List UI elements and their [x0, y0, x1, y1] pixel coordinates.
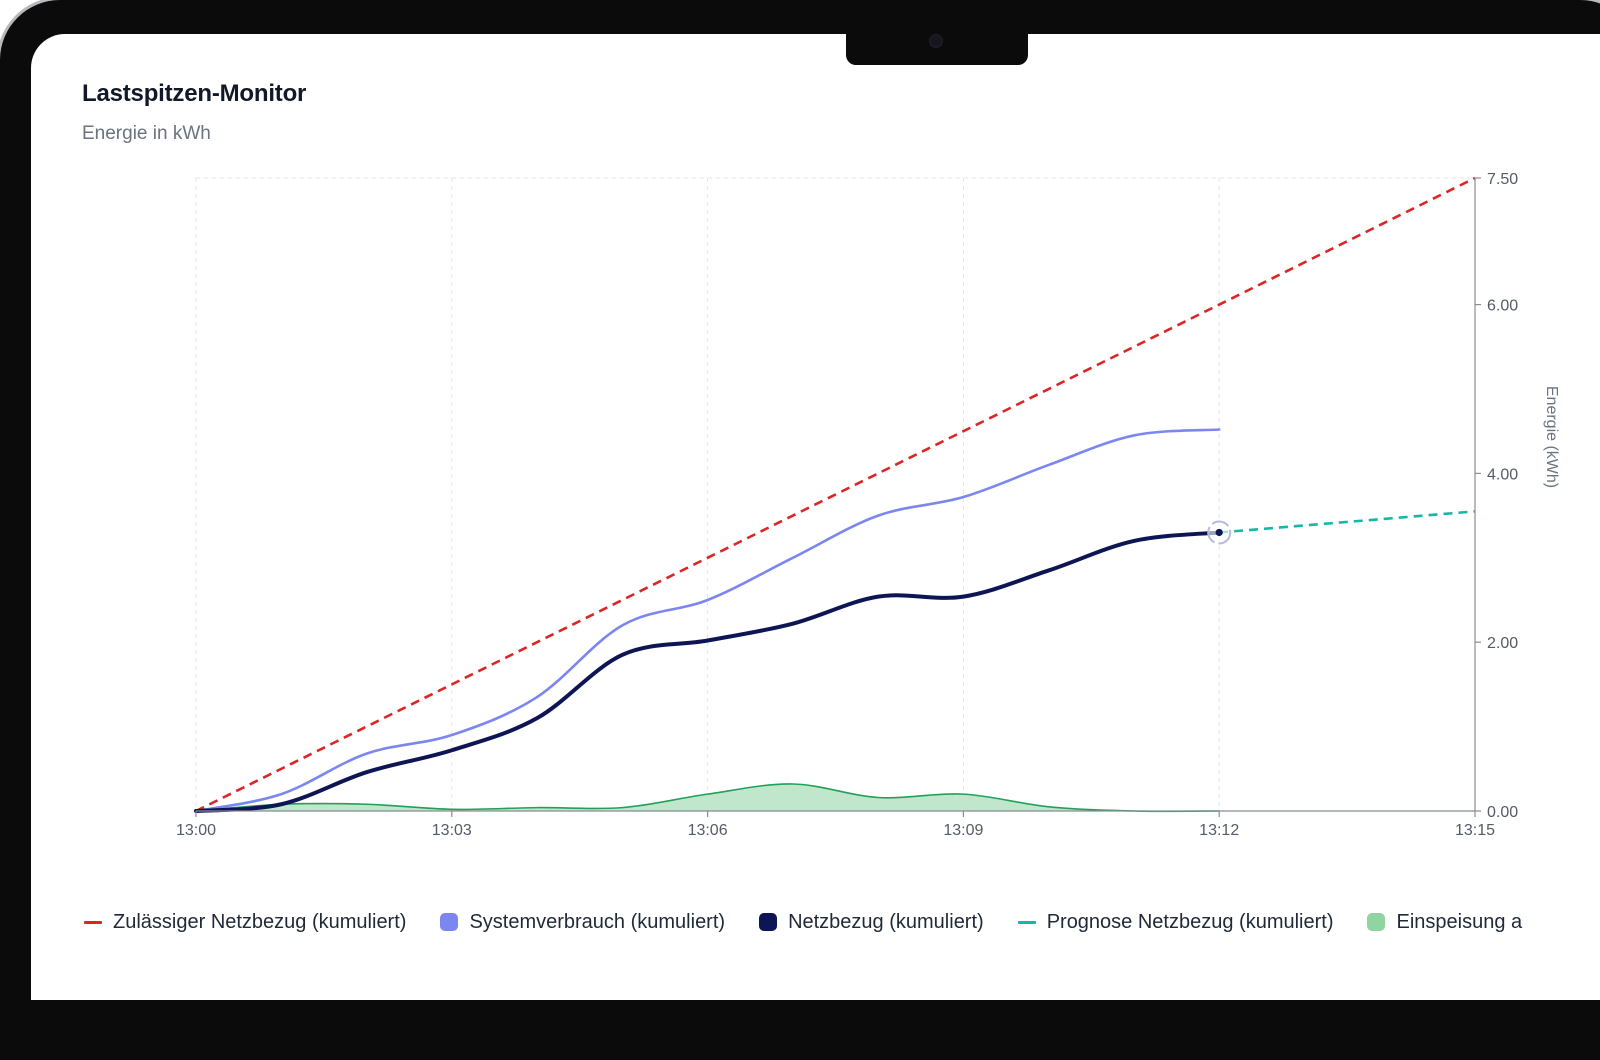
grid [195, 177, 1475, 811]
legend-label: Systemverbrauch (kumuliert) [469, 910, 726, 933]
legend: Zulässiger Netzbezug (kumuliert) Systemve… [84, 908, 1556, 936]
y-tick-label: 0.00 [1487, 804, 1518, 821]
camera-notch [846, 0, 1028, 65]
y-tick-label: 2.00 [1487, 635, 1518, 652]
camera-icon [929, 34, 943, 48]
x-tick-label: 13:03 [432, 822, 472, 839]
legend-item[interactable]: Netzbezug (kumuliert) [759, 911, 984, 934]
y-tick-label: 4.00 [1487, 466, 1518, 483]
legend-swatch-icon [759, 913, 778, 931]
chart-title: Lastspitzen-Monitor [82, 80, 307, 107]
legend-item[interactable]: Prognose Netzbezug (kumuliert) [1017, 910, 1334, 934]
feed-in-area [196, 783, 1220, 812]
legend-item[interactable]: Zulässiger Netzbezug (kumuliert) [84, 911, 406, 934]
x-tick-label: 13:12 [1199, 822, 1239, 839]
y-tick-label: 6.00 [1487, 298, 1518, 315]
legend-item[interactable]: Systemverbrauch (kumuliert) [440, 911, 725, 934]
x-tick-label: 13:15 [1455, 822, 1495, 839]
series-layer [194, 176, 1476, 813]
chart-subtitle: Energie in kWh [82, 123, 211, 144]
legend-swatch-icon [1367, 913, 1386, 931]
current-point[interactable] [1215, 528, 1223, 537]
legend-swatch-icon [440, 913, 459, 931]
axes: 13:00 13:03 13:06 13:09 13:12 13:150.00 2.00 4.… [176, 171, 1560, 839]
forecast-grid-draw-line [1219, 510, 1476, 534]
system-consumption-line [194, 428, 1221, 813]
line-chart[interactable]: 13:00 13:03 13:06 13:09 13:12 13:150.00 2.00 4.… [0, 0, 1600, 1000]
x-tick-label: 13:09 [943, 822, 983, 839]
y-axis-title: Energie (kWh) [1543, 386, 1560, 488]
y-tick-label: 7.50 [1487, 171, 1518, 188]
legend-label: Prognose Netzbezug (kumuliert) [1046, 910, 1334, 933]
legend-label: Einspeisung a [1396, 910, 1523, 933]
screen [31, 34, 1600, 1000]
feed-in-line [195, 783, 1220, 813]
x-tick-label: 13:06 [688, 822, 728, 839]
grid-draw-line [194, 530, 1222, 813]
legend-line-icon [1017, 920, 1036, 924]
legend-label: Netzbezug (kumuliert) [788, 910, 984, 933]
allowed-grid-draw-line [195, 176, 1476, 813]
legend-line-icon [84, 920, 102, 924]
legend-label: Zulässiger Netzbezug (kumuliert) [113, 910, 407, 933]
x-tick-label: 13:00 [176, 822, 216, 839]
legend-item[interactable]: Einspeisung a [1367, 911, 1522, 934]
